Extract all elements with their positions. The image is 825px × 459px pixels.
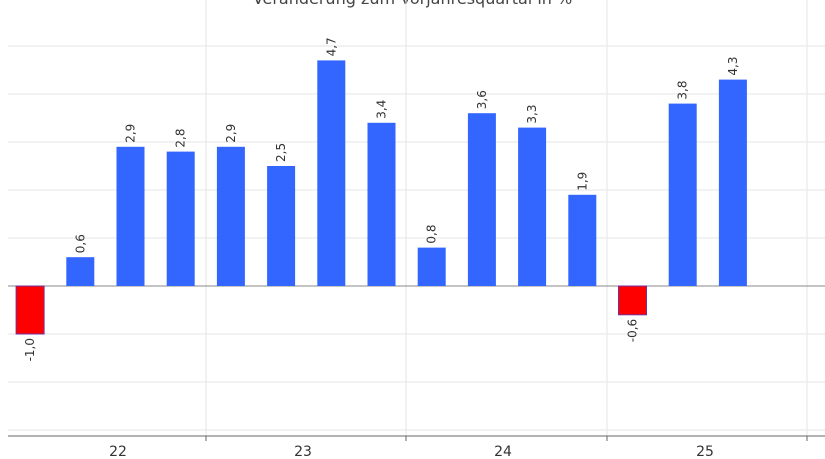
bars: [15, 60, 747, 335]
value-label: 0,8: [425, 225, 439, 244]
value-label: -1,0: [23, 338, 37, 361]
x-tick-label: 24: [494, 444, 512, 459]
bar: [66, 257, 95, 286]
value-label: 3,4: [375, 100, 389, 119]
x-tick-label: 22: [109, 444, 127, 459]
value-label: 1,9: [575, 172, 589, 191]
chart-title: Veränderung zum Vorjahresquartal in %: [0, 0, 825, 8]
value-label: 3,8: [676, 81, 690, 100]
value-label: 0,6: [73, 234, 87, 253]
x-tick-label: 25: [696, 444, 714, 459]
bar: [618, 285, 647, 316]
bar: [518, 127, 547, 286]
bar: [467, 113, 496, 286]
value-label: -0,6: [626, 319, 640, 342]
bar: [417, 247, 446, 286]
x-tick-label: 23: [294, 444, 312, 459]
bar: [267, 166, 296, 286]
value-label: 4,3: [726, 57, 740, 76]
bar: [317, 60, 346, 287]
value-label: 3,6: [475, 90, 489, 109]
bar: [116, 146, 145, 286]
value-label: 2,5: [274, 143, 288, 162]
value-label: 4,7: [324, 37, 338, 56]
value-label: 2,8: [174, 129, 188, 148]
x-axis-ticks: 22 23 24 25: [109, 436, 808, 459]
value-label: 2,9: [224, 124, 238, 143]
bar: [668, 103, 697, 286]
bar: [718, 79, 747, 286]
bar: [367, 122, 396, 286]
bar: [166, 151, 195, 286]
bar: [15, 285, 45, 335]
bar: [568, 194, 597, 286]
bar: [216, 146, 245, 286]
value-labels: -1,0 0,6 2,9 2,8 2,9 2,5 4,7 3,4 0,8 3,6 3,3 1,9 -0,…: [23, 37, 740, 361]
value-label: 3,3: [525, 105, 539, 124]
value-label: 2,9: [124, 124, 138, 143]
